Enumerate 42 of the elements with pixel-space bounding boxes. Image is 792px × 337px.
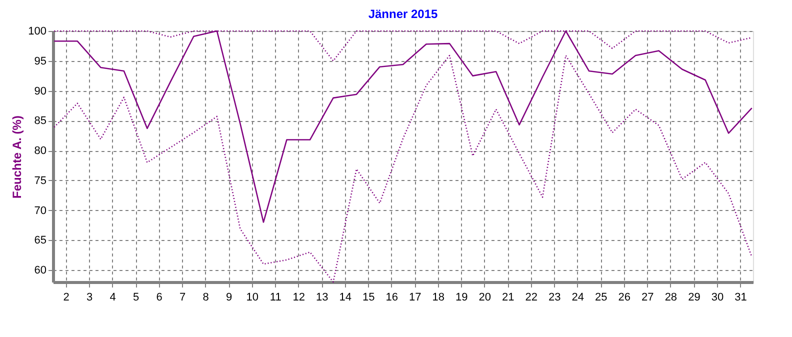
x-tick-label: 18 bbox=[432, 292, 445, 304]
x-tick-label: 7 bbox=[180, 292, 186, 304]
x-tick-label: 11 bbox=[270, 292, 282, 304]
x-tick-label: 20 bbox=[478, 292, 492, 304]
x-tick-label: 13 bbox=[316, 292, 328, 304]
x-tick-label: 27 bbox=[642, 292, 654, 304]
x-tick-label: 14 bbox=[339, 292, 352, 304]
x-tick-label: 6 bbox=[156, 292, 162, 304]
y-axis-title: Feuchte A. (%) bbox=[10, 116, 24, 198]
x-tick-label: 12 bbox=[292, 292, 305, 304]
x-tick-label: 26 bbox=[618, 292, 631, 304]
y-tick-label: 100 bbox=[28, 26, 46, 38]
x-tick-label: 23 bbox=[548, 292, 561, 304]
x-tick-label: 3 bbox=[86, 292, 93, 304]
y-tick-label: 70 bbox=[34, 204, 46, 217]
x-tick-label: 22 bbox=[525, 292, 538, 304]
y-tick-label: 90 bbox=[34, 85, 46, 98]
line-series bbox=[54, 30, 752, 223]
y-tick-label: 80 bbox=[34, 145, 46, 158]
x-tick-label: 17 bbox=[409, 292, 422, 304]
x-tick-label: 30 bbox=[711, 292, 724, 304]
x-tick-label: 29 bbox=[688, 292, 700, 304]
x-tick-label: 31 bbox=[734, 292, 747, 304]
x-tick-label: 15 bbox=[362, 292, 375, 304]
x-tick-label: 5 bbox=[132, 292, 140, 304]
x-tick-label: 25 bbox=[595, 292, 608, 304]
x-tick-label: 9 bbox=[226, 292, 232, 304]
x-tick-label: 10 bbox=[246, 292, 258, 304]
y-tick-label: 65 bbox=[34, 234, 46, 247]
chart-title: Jänner 2015 bbox=[368, 7, 438, 21]
x-tick-label: 19 bbox=[456, 292, 468, 304]
x-tick-label: 28 bbox=[664, 292, 678, 304]
x-tick-label: 8 bbox=[202, 292, 209, 304]
x-tick-label: 4 bbox=[110, 292, 116, 304]
x-tick-label: 24 bbox=[572, 292, 584, 304]
x-tick-label: 16 bbox=[386, 292, 398, 304]
y-tick-label: 95 bbox=[34, 55, 46, 68]
x-tick-label: 21 bbox=[502, 292, 514, 304]
x-tick-label: 2 bbox=[63, 292, 70, 304]
y-tick-label: 60 bbox=[34, 264, 46, 277]
y-tick-label: 75 bbox=[34, 174, 46, 187]
y-tick-label: 85 bbox=[34, 115, 46, 128]
